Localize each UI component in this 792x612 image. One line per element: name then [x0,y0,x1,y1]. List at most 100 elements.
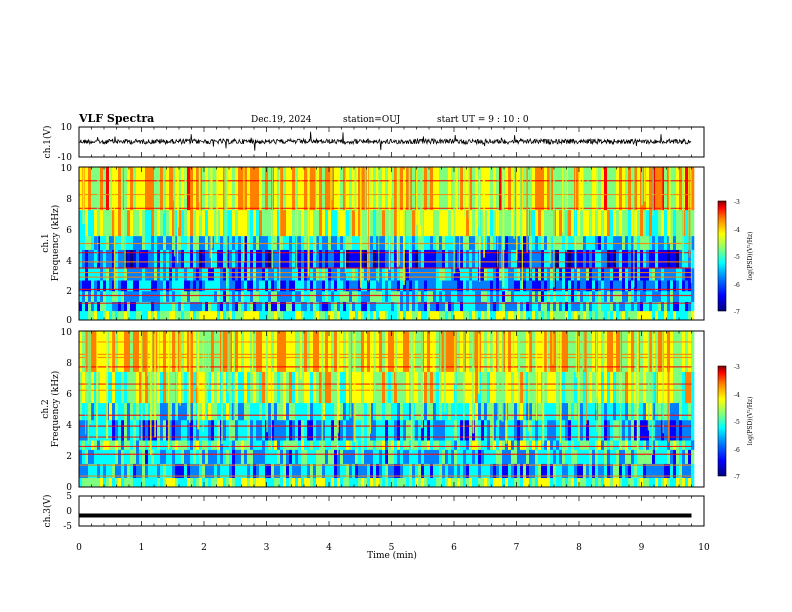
spectrogram-cell [550,280,554,292]
spectrogram-cell [235,280,239,292]
spectrogram-cell [316,402,320,421]
spectrogram-cell [328,209,332,237]
spectrogram-cell [142,440,146,450]
spectrogram-cell [523,280,527,292]
spectrogram-cell [580,477,584,487]
spectrogram-cell [619,267,623,281]
spectrogram-cell [169,235,173,250]
spectrogram-cell [370,209,374,237]
spectrogram-cell [478,477,482,487]
spectrogram-cell [91,249,95,269]
spectrogram-cell [412,235,416,250]
spectrogram-cell [457,463,461,478]
spectrogram-cell [319,280,323,292]
spectrogram-cell [334,267,338,281]
spectrogram-cell [625,419,629,441]
spectrogram-cell [481,249,485,269]
spectrogram-cell [250,331,254,372]
spectrogram-cell [688,301,692,312]
spectrogram-cell [646,209,650,237]
time-axis-tick-label: 1 [139,543,145,553]
spectrogram-cell [358,402,362,421]
spectrogram-cell [166,249,170,269]
spectrogram-cell [640,280,644,292]
spectrogram-cell [673,235,677,250]
spectrogram-cell [322,209,326,237]
spectrogram-cell [619,209,623,237]
spectrogram-cell [322,331,326,372]
spectrogram-cell [160,419,164,441]
spectrogram-cell [517,440,521,450]
spectrogram-cell [571,280,575,292]
spectrogram-cell [217,167,221,211]
spectrogram-cell [478,310,482,320]
spectrogram-cell [682,301,686,312]
spectrogram-cell [454,449,458,464]
spectrogram-cell [664,209,668,237]
spectrogram-cell [685,402,689,421]
spectrogram-cell [196,167,200,211]
spectrogram-cell [166,419,170,441]
spectrogram-cell [295,440,299,450]
spectrogram-cell [610,331,614,372]
spectrogram-cell [499,301,503,312]
spectrogram-cell [319,290,323,302]
spectrogram-cell [226,167,230,211]
spectrogram-cell [295,280,299,292]
spectrogram-cell [376,301,380,312]
spectrogram-cell [205,280,209,292]
spectrogram-cell [532,449,536,464]
spectrogram-cell [328,280,332,292]
spectrogram-cell [418,419,422,441]
spectrogram-cell [508,402,512,421]
spectrogram-cell [304,449,308,464]
spectrogram-cell [130,167,134,211]
spectrogram-cell [655,235,659,250]
spectrogram-cell [316,440,320,450]
spectrogram-cell [424,267,428,281]
spectrogram-cell [619,235,623,250]
spectrogram-cell [397,310,401,320]
spectrogram-cell [211,290,215,302]
spectrogram-cell [403,301,407,312]
spectrogram-cell [304,371,308,404]
spectrogram-cell [280,235,284,250]
spectrogram-cell [328,371,332,404]
spectrogram-cell [349,290,353,302]
spectrogram-cell [94,310,98,320]
spectrogram-cell [259,449,263,464]
spectrogram-cell [214,402,218,421]
spectrogram-cell [340,167,344,211]
spectrogram-cell [589,235,593,250]
spectrogram-cell [604,290,608,302]
spectrogram-cell [103,419,107,441]
spectrogram-cell [331,477,335,487]
spectrogram-cell [223,463,227,478]
time-axis-tick-label: 8 [576,543,582,553]
spectrogram-cell [289,371,293,404]
spectrogram-cell [661,249,665,269]
spectrogram-cell [517,301,521,312]
spectrogram-cell [583,419,587,441]
spectrogram-cell [595,290,599,302]
spectrogram-cell [379,463,383,478]
ch2-frequency-ylabel: Frequency (kHz) [50,371,61,448]
spectrogram-cell [346,280,350,292]
spectrogram-cell [352,449,356,464]
spectrogram-cell [517,280,521,292]
spectrogram-cell [403,440,407,450]
spectrogram-cell [211,419,215,441]
spectrogram-cell [160,331,164,372]
spectrogram-cell [199,267,203,281]
spectrogram-cell [649,419,653,441]
spectrogram-cell [547,280,551,292]
spectrogram-cell [178,209,182,237]
spectrogram-cell [577,267,581,281]
spectrogram-cell [286,167,290,211]
spectrogram-cell [676,267,680,281]
spectrogram-cell [631,463,635,478]
spectrogram-cell [199,249,203,269]
spectrogram-cell [79,267,83,281]
spectrogram-cell [487,301,491,312]
spectrogram-cell [250,419,254,441]
